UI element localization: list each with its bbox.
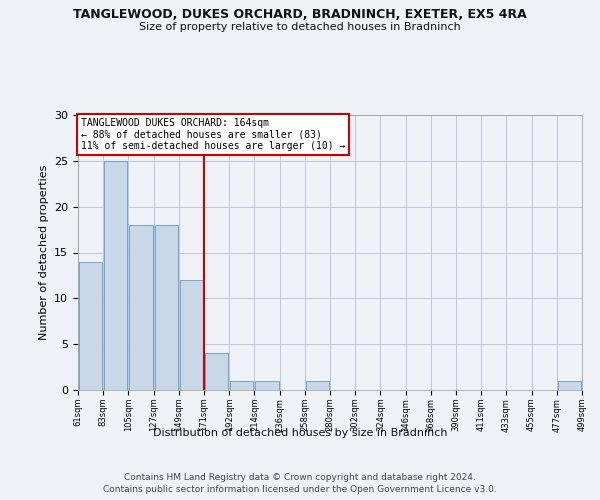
Bar [104,161,127,390]
Text: Contains HM Land Registry data © Crown copyright and database right 2024.: Contains HM Land Registry data © Crown c… [124,472,476,482]
Bar [155,225,178,390]
Text: Distribution of detached houses by size in Bradninch: Distribution of detached houses by size … [153,428,447,438]
Bar [558,381,581,390]
Bar [79,262,102,390]
Text: TANGLEWOOD, DUKES ORCHARD, BRADNINCH, EXETER, EX5 4RA: TANGLEWOOD, DUKES ORCHARD, BRADNINCH, EX… [73,8,527,20]
Bar [205,354,228,390]
Bar [306,381,329,390]
Text: TANGLEWOOD DUKES ORCHARD: 164sqm
← 88% of detached houses are smaller (83)
11% o: TANGLEWOOD DUKES ORCHARD: 164sqm ← 88% o… [80,118,345,151]
Bar [130,225,152,390]
Bar [256,381,278,390]
Text: Size of property relative to detached houses in Bradninch: Size of property relative to detached ho… [139,22,461,32]
Y-axis label: Number of detached properties: Number of detached properties [38,165,49,340]
Bar [180,280,203,390]
Bar [230,381,253,390]
Text: Contains public sector information licensed under the Open Government Licence v3: Contains public sector information licen… [103,485,497,494]
